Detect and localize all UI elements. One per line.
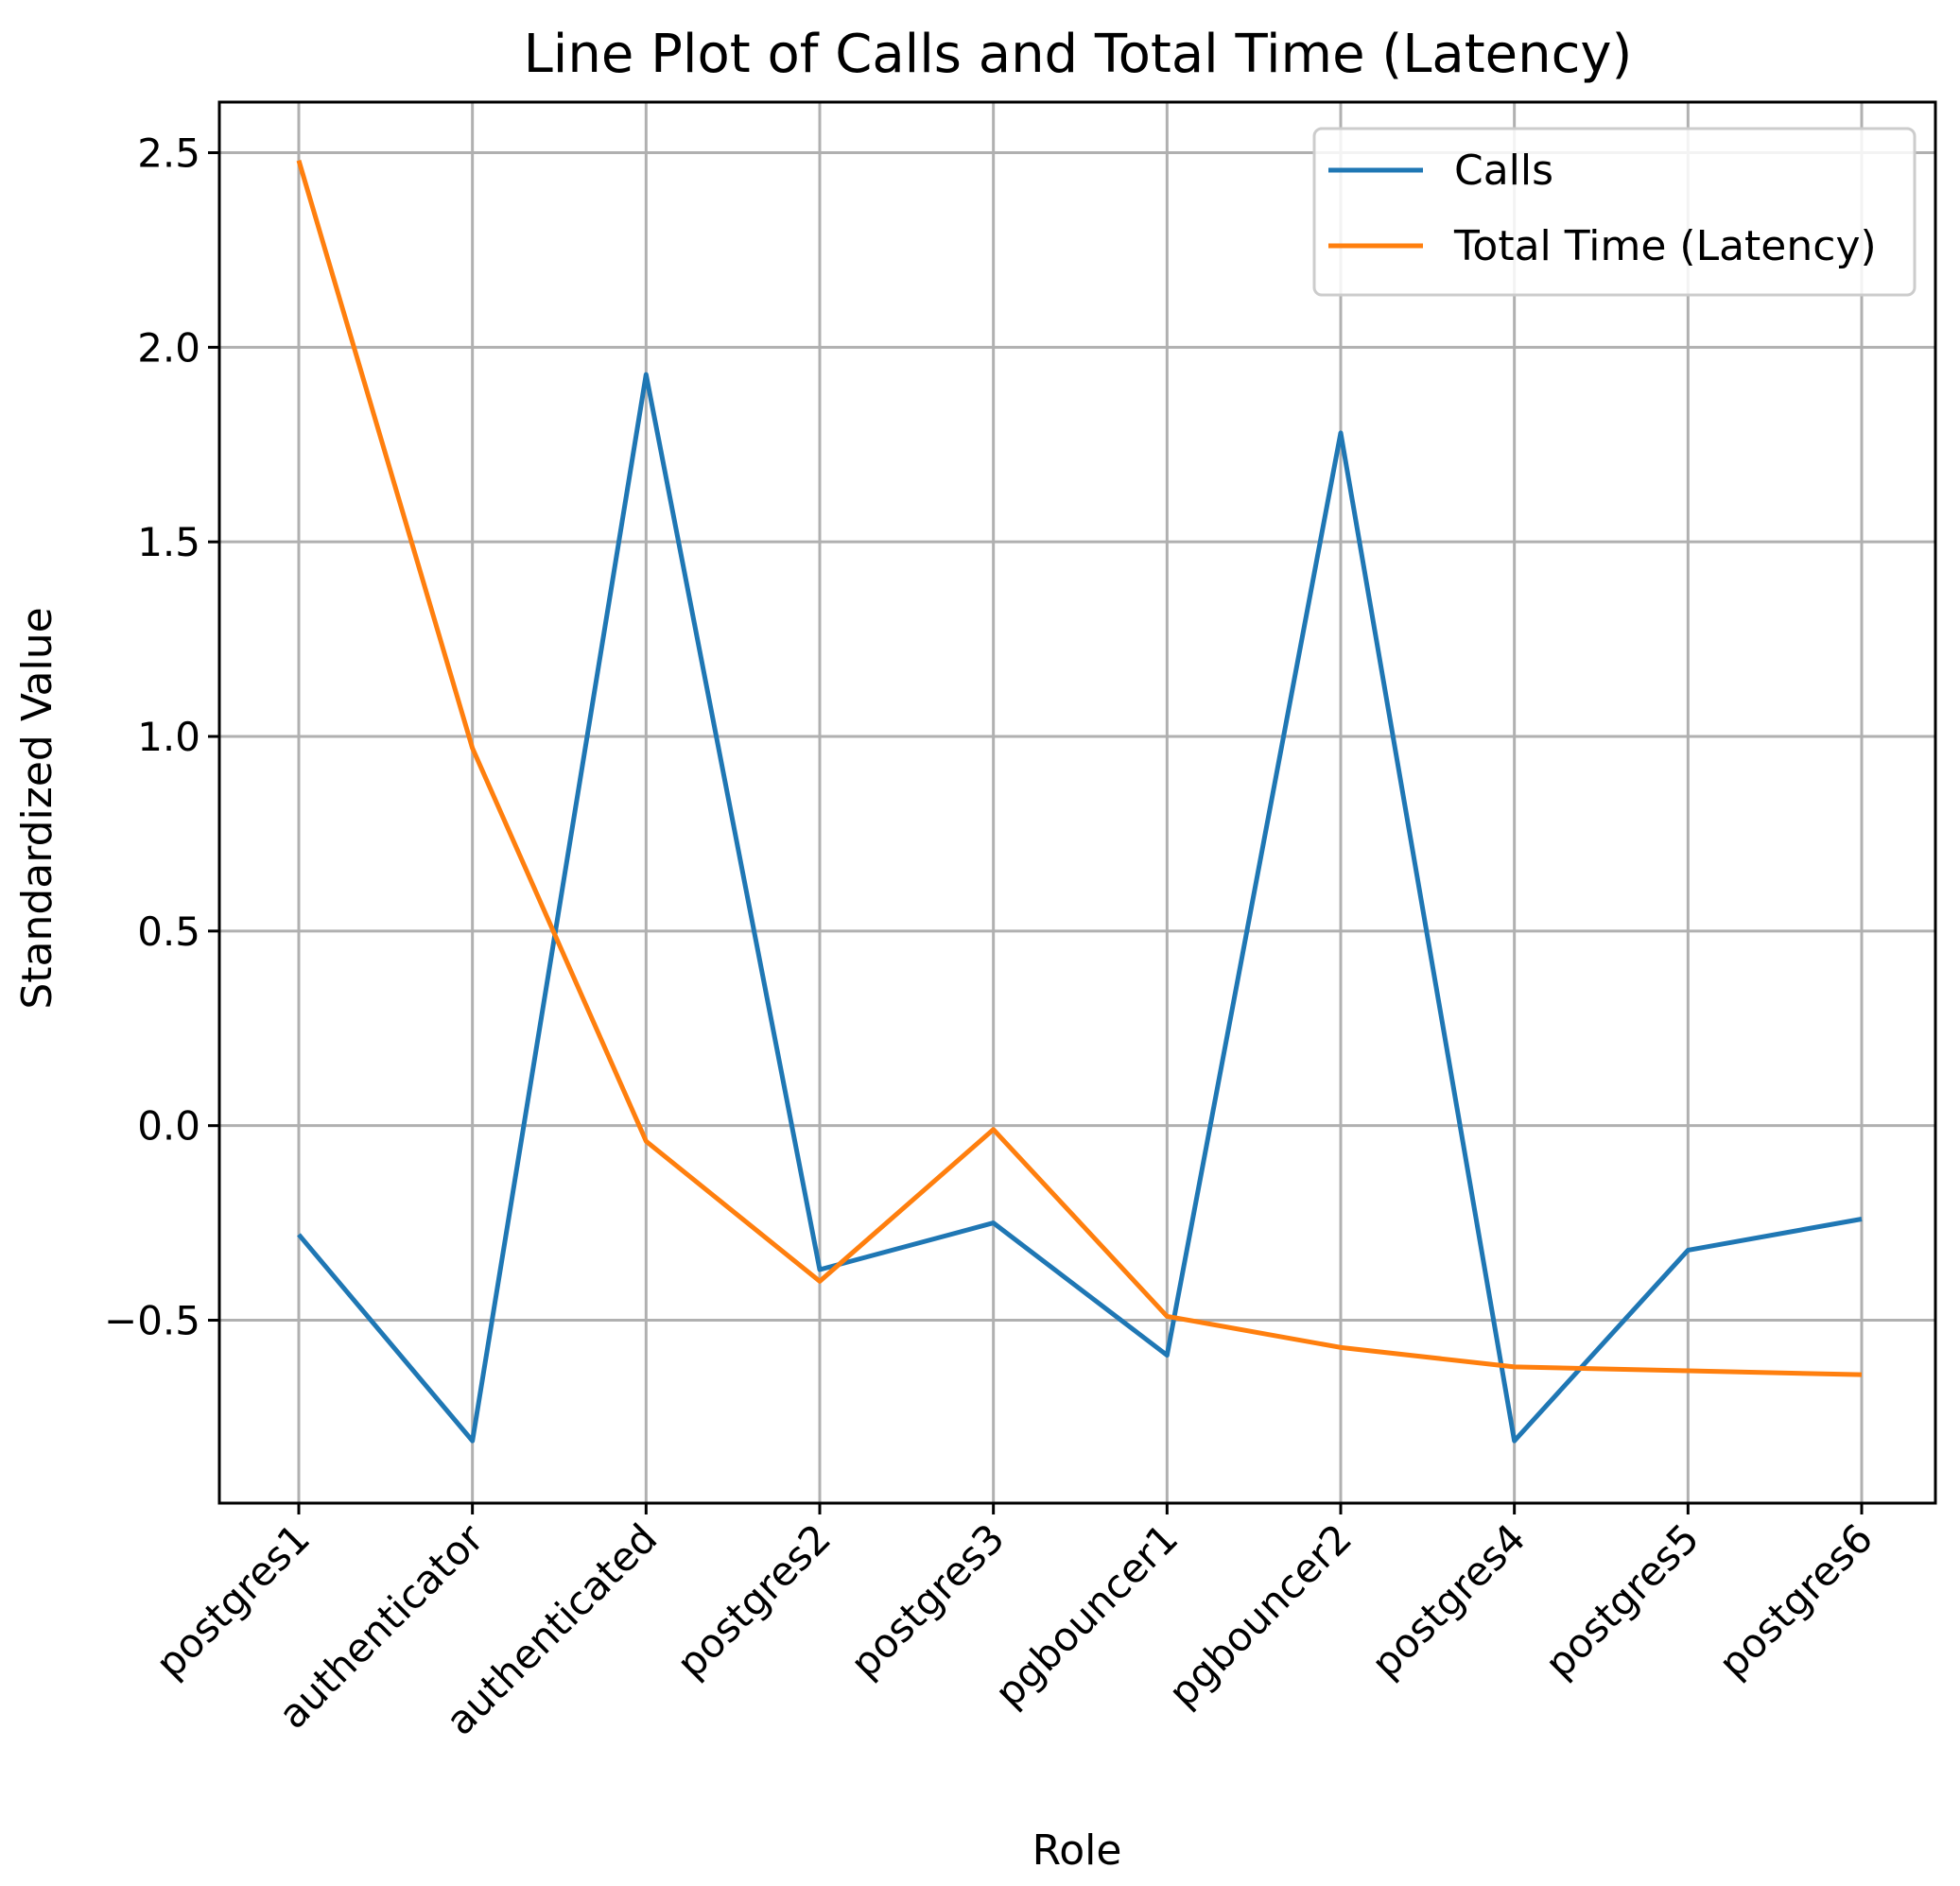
x-tick-label: pgbouncer1 (986, 1514, 1188, 1716)
x-tick-label: postgres5 (1536, 1514, 1708, 1687)
x-axis-label: Role (1032, 1826, 1122, 1875)
legend-label-total-time: Total Time (Latency) (1453, 222, 1877, 270)
y-axis: 2.5 2.0 1.5 1.0 0.5 0.0 −0.5 (104, 130, 219, 1344)
chart-title: Line Plot of Calls and Total Time (Laten… (524, 24, 1633, 85)
y-tick-label: 2.0 (137, 324, 200, 371)
y-tick-label: 0.0 (137, 1103, 200, 1150)
plot-area (217, 100, 1937, 1505)
x-tick-label: postgres4 (1362, 1514, 1535, 1687)
y-tick-label: 1.5 (137, 519, 200, 565)
series-line-total-time-latency (296, 160, 1863, 1377)
x-tick-label: postgres1 (147, 1514, 319, 1687)
y-tick-label: 1.0 (137, 714, 200, 760)
x-tick-label: pgbouncer2 (1159, 1514, 1361, 1716)
x-tick-label: postgres2 (668, 1514, 840, 1687)
legend: Calls Total Time (Latency) (1312, 127, 1917, 297)
y-axis-label: Standardized Value (13, 607, 61, 1009)
legend-label-calls: Calls (1454, 147, 1553, 195)
grid-lines (219, 102, 1935, 1503)
legend-box (1312, 127, 1917, 297)
y-tick-label: 2.5 (137, 130, 200, 177)
y-tick-label: −0.5 (104, 1298, 200, 1344)
x-tick-label: postgres3 (841, 1514, 1014, 1687)
x-tick-label: postgres6 (1709, 1514, 1882, 1687)
y-tick-label: 0.5 (137, 908, 200, 955)
series-line-calls (297, 372, 1863, 1444)
series-layer (296, 160, 1863, 1444)
